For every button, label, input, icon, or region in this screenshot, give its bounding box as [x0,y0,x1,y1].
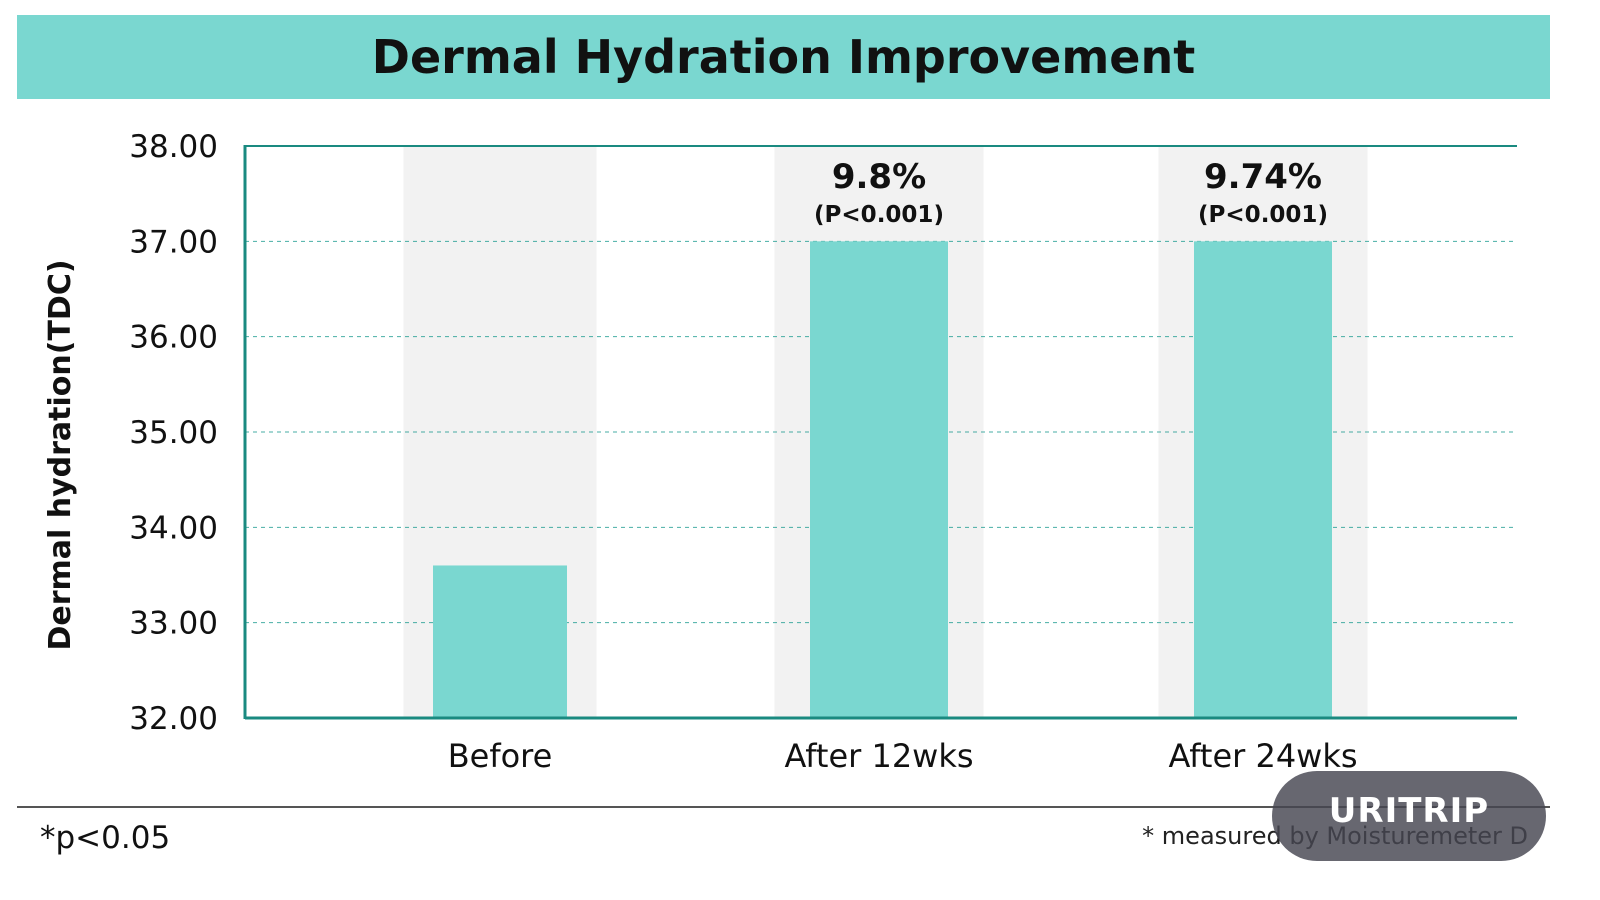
x-tick-label: Before [448,737,553,775]
chart-title: Dermal Hydration Improvement [371,30,1196,84]
y-tick-label: 36.00 [129,320,218,356]
y-tick-label: 35.00 [129,415,218,451]
y-axis-label: Dermal hydration(TDC) [43,259,78,650]
watermark-text: URITRIP [1328,791,1490,831]
title-band: Dermal Hydration Improvement [17,15,1550,99]
footnote-significance: *p<0.05 [40,820,171,856]
data-label: 9.74% [1204,157,1322,197]
bar [810,241,948,719]
y-tick-label: 34.00 [129,510,218,546]
footer-divider [17,806,1550,808]
bar [433,565,567,718]
p-value-label: (P<0.001) [814,202,944,228]
data-label: 9.8% [832,157,926,197]
x-tick-label: After 24wks [1168,737,1357,775]
watermark-badge: URITRIP [1272,771,1546,861]
bar [1194,241,1332,719]
y-tick-label: 32.00 [129,701,218,737]
p-value-label: (P<0.001) [1198,202,1328,228]
y-tick-label: 38.00 [129,129,218,165]
y-tick-label: 33.00 [129,606,218,642]
y-tick-label: 37.00 [129,224,218,260]
x-tick-label: After 12wks [784,737,973,775]
